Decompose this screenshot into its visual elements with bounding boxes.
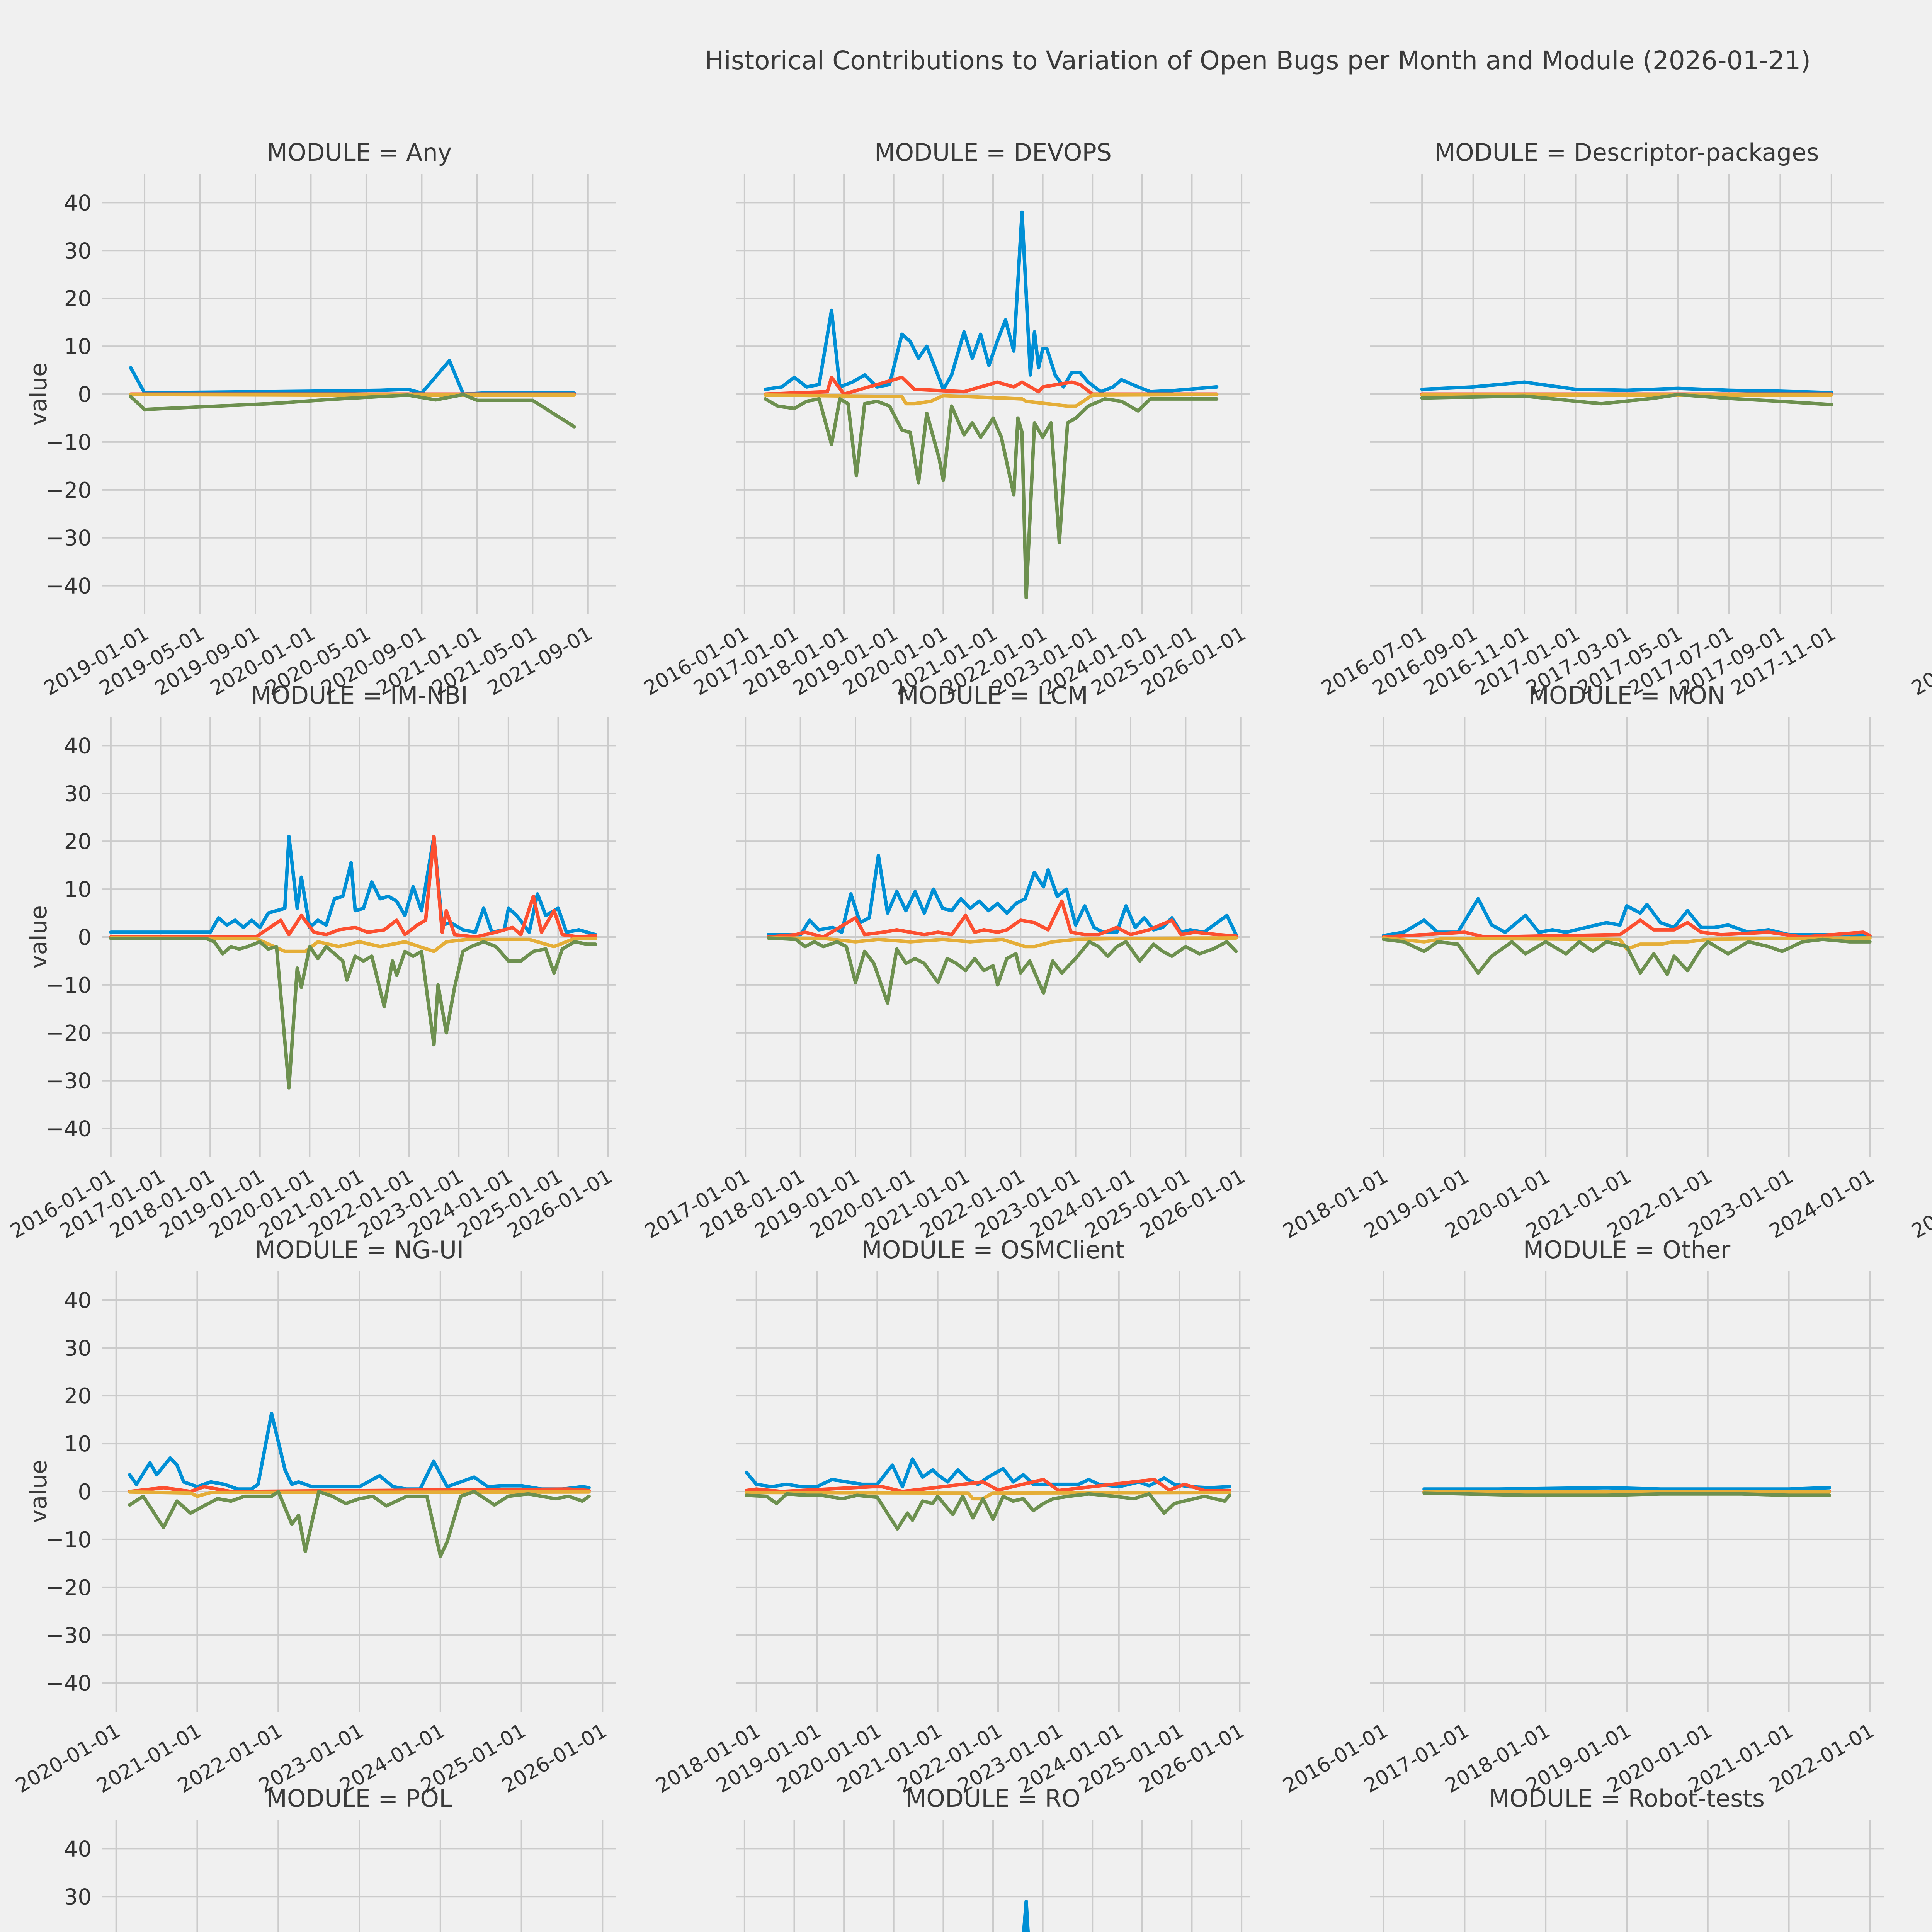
figure-title: Historical Contributions to Variation of…	[704, 46, 1811, 75]
reopened-line	[767, 899, 1238, 939]
y-tick-label: 30	[64, 1336, 92, 1361]
y-axis-label: value	[25, 362, 52, 426]
subplot-title-osmclient: MODULE = OSMClient	[861, 1236, 1125, 1264]
y-tick-label: 30	[64, 238, 92, 264]
subplot-descriptor-packages: 2016-07-012016-09-012016-11-012017-01-01…	[1318, 174, 1884, 700]
y-tick-label: 40	[64, 190, 92, 216]
reopened-line	[745, 1478, 1231, 1493]
y-tick-label: 10	[64, 1432, 92, 1457]
y-tick-label: −30	[46, 526, 92, 551]
y-tick-label: −30	[46, 1623, 92, 1648]
opened-line	[109, 835, 597, 937]
gridlines	[736, 717, 1250, 1157]
y-tick-label: −40	[46, 1671, 92, 1696]
subplot-mon: 2018-01-012019-01-012020-01-012021-01-01…	[1279, 717, 1884, 1243]
subplot-title-ng-ui: MODULE = NG-UI	[255, 1236, 464, 1264]
closed-line	[129, 393, 576, 429]
subplot-osmclient: 2018-01-012019-01-012020-01-012021-01-01…	[652, 1271, 1250, 1798]
x-tick-label: 2016-01-01	[1908, 1165, 1932, 1243]
subplot-title-descriptor-packages: MODULE = Descriptor-packages	[1434, 138, 1819, 167]
subplot-title-devops: MODULE = DEVOPS	[874, 138, 1112, 167]
gridlines	[102, 1820, 616, 1932]
reopened-line	[128, 1485, 591, 1493]
subplot-pla: 2020-07-012020-10-012021-01-012021-04-01…	[1913, 1271, 1932, 1824]
subplot-other: 2016-01-012017-01-012018-01-012019-01-01…	[1279, 1271, 1884, 1798]
subplot-title-robot-tests: MODULE = Robot-tests	[1488, 1784, 1765, 1813]
y-tick-label: 40	[64, 1288, 92, 1313]
gridlines	[736, 1820, 1250, 1932]
y-tick-label: −30	[46, 1069, 92, 1094]
closed-line	[745, 1492, 1231, 1531]
subplot-pol: 2018-01-012019-01-012020-01-012021-01-01…	[64, 1820, 616, 1932]
y-tick-label: 0	[78, 382, 92, 407]
opened-line	[1022, 1900, 1030, 1932]
y-tick-label: 30	[64, 781, 92, 806]
subplot-im-nbi: 2016-01-012017-01-012018-01-012019-01-01…	[7, 717, 616, 1243]
false_closed-line	[1382, 936, 1872, 951]
y-tick-label: −20	[46, 1575, 92, 1600]
closed-line	[1420, 393, 1833, 406]
subplot-title-lcm: MODULE = LCM	[898, 681, 1088, 709]
false_closed-line	[109, 936, 597, 953]
y-tick-label: 0	[78, 925, 92, 950]
false_closed-line	[764, 393, 1219, 408]
subplot-title-any: MODULE = Any	[267, 138, 452, 167]
y-tick-label: −40	[46, 574, 92, 599]
opened-line	[1420, 380, 1833, 395]
subplot-title-ro: MODULE = RO	[905, 1784, 1081, 1813]
gridlines	[1370, 1271, 1884, 1712]
y-tick-label: 10	[64, 877, 92, 902]
opened-line	[767, 854, 1238, 937]
y-tick-label: −10	[46, 1527, 92, 1553]
opened-line	[764, 210, 1219, 394]
false_closed-line	[128, 1490, 591, 1498]
gridlines	[1370, 1820, 1884, 1932]
subplot-title-mon: MODULE = MON	[1528, 681, 1725, 709]
subplot-title-other: MODULE = Other	[1523, 1236, 1731, 1264]
y-tick-label: 20	[64, 829, 92, 854]
opened-line	[1422, 1486, 1831, 1491]
reopened-line	[764, 376, 1219, 396]
y-tick-label: 0	[78, 1480, 92, 1505]
closed-line	[1382, 937, 1872, 976]
reopened-line	[1382, 918, 1872, 939]
subplot-any: 2019-01-012019-05-012019-09-012020-01-01…	[40, 174, 616, 700]
subplot-title-pol: MODULE = POL	[266, 1784, 452, 1813]
subplot-ro: 2016-01-012017-01-012018-01-012019-01-01…	[736, 1820, 1250, 1932]
subplot-documentation-wiki: 2016-01-012017-01-012018-01-012019-01-01…	[1908, 622, 1932, 700]
closed-line	[767, 936, 1238, 1005]
gridlines	[102, 1271, 616, 1712]
y-tick-label: −20	[46, 1021, 92, 1046]
y-tick-label: −20	[46, 478, 92, 503]
subplot-devops: 2016-01-012017-01-012018-01-012019-01-01…	[640, 174, 1250, 700]
subplot-title-im-nbi: MODULE = IM-NBI	[251, 681, 468, 709]
reopened-line	[109, 835, 597, 939]
y-tick-label: 30	[64, 1884, 92, 1910]
subplot-robot-tests: 2020-01-012021-01-012022-01-012023-01-01…	[1370, 1820, 1884, 1932]
false_closed-line	[767, 936, 1238, 949]
y-tick-label: −10	[46, 430, 92, 455]
subplot-lcm: 2017-01-012018-01-012019-01-012020-01-01…	[641, 717, 1250, 1243]
closed-line	[764, 397, 1219, 600]
y-tick-label: −40	[46, 1117, 92, 1142]
y-tick-label: 20	[64, 1384, 92, 1409]
y-axis-label: value	[25, 1460, 52, 1523]
opened-line	[128, 1412, 591, 1491]
y-tick-label: 40	[64, 1837, 92, 1862]
subplot-unknown: 2016-01-012017-01-012018-01-012019-01-01…	[1913, 1820, 1932, 1932]
closed-line	[128, 1490, 591, 1558]
y-tick-label: 20	[64, 286, 92, 311]
closed-line	[109, 937, 597, 1090]
subplot-n2vc: 2016-01-012017-01-012018-01-012019-01-01…	[1908, 1165, 1932, 1243]
false_closed-line	[745, 1491, 1231, 1501]
y-tick-label: 40	[64, 733, 92, 759]
y-tick-label: 10	[64, 334, 92, 359]
y-tick-label: −10	[46, 973, 92, 998]
x-tick-label: 2016-01-01	[1908, 622, 1932, 700]
closed-line	[1422, 1491, 1831, 1497]
y-axis-label: value	[25, 905, 52, 969]
subplot-ng-ui: 2020-01-012021-01-012022-01-012023-01-01…	[12, 1271, 616, 1798]
opened-line	[129, 359, 576, 396]
